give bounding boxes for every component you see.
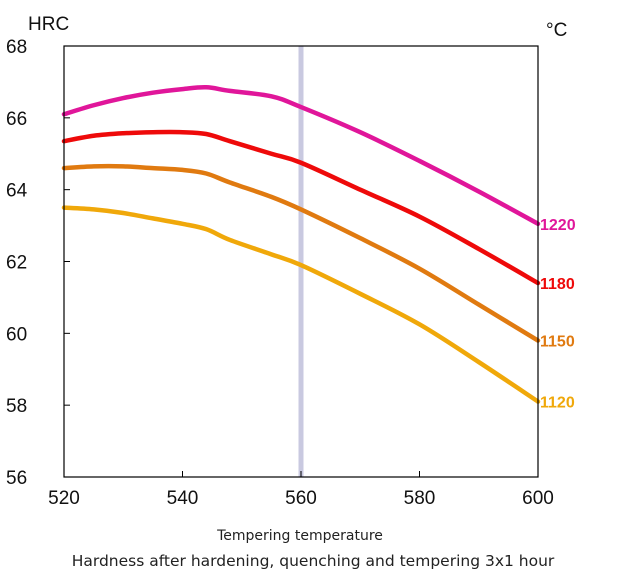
series-label-1120: 1120 <box>540 395 575 412</box>
x-axis-label: Tempering temperature <box>216 528 383 544</box>
series-label-1180: 1180 <box>540 276 575 293</box>
series-line-1120 <box>61 205 541 404</box>
series-line-1220 <box>61 85 541 227</box>
y-axis-label: HRC <box>28 14 69 35</box>
y-tick-label: 60 <box>6 324 27 345</box>
x-axis-unit-label: °C <box>546 20 567 41</box>
y-tick-label: 56 <box>6 468 27 489</box>
x-tick-label: 540 <box>167 488 199 509</box>
series-line-1150 <box>61 163 541 343</box>
y-tick-label: 58 <box>6 396 27 417</box>
y-tick-label: 64 <box>6 181 28 202</box>
series-line-1180 <box>61 129 541 286</box>
x-tick-label: 580 <box>404 488 436 509</box>
y-tick-label: 66 <box>6 109 27 130</box>
x-tick-label: 560 <box>285 488 317 509</box>
series-label-1150: 1150 <box>540 334 575 351</box>
series-label-1220: 1220 <box>540 217 576 234</box>
x-tick-label: 600 <box>522 488 554 509</box>
y-tick-label: 68 <box>6 37 27 58</box>
x-tick-label: 520 <box>48 488 80 509</box>
chart-title: Hardness after hardening, quenching and … <box>72 552 555 570</box>
y-tick-label: 62 <box>6 253 27 274</box>
